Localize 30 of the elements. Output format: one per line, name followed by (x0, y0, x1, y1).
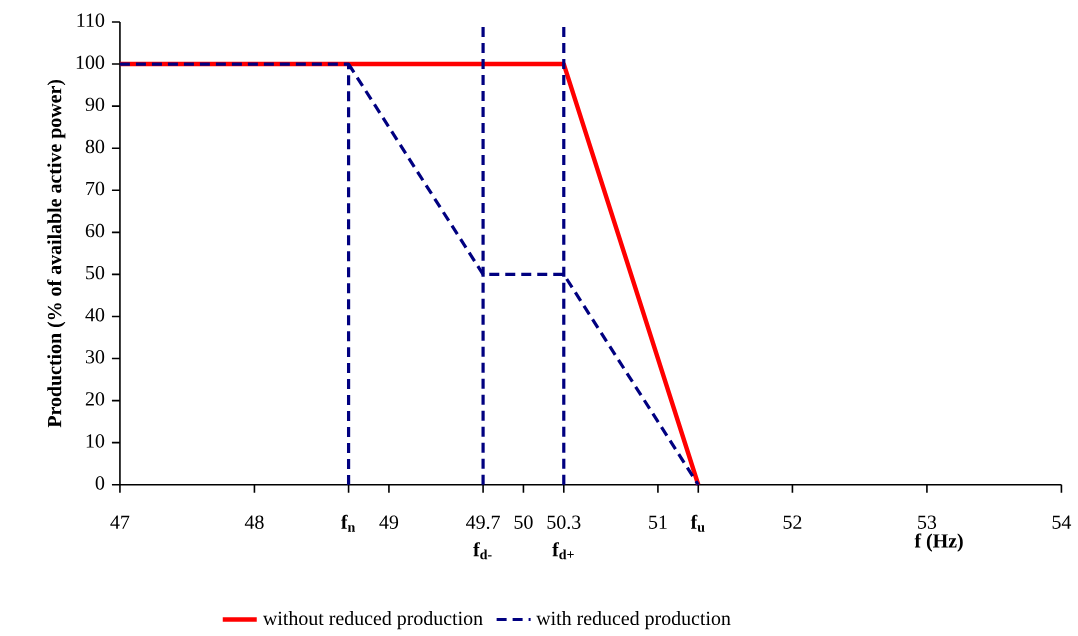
y-tick-label: 100 (76, 55, 105, 70)
y-tick-label: 10 (86, 434, 105, 448)
y-tick-label: 110 (77, 13, 105, 28)
y-tick-label: 0 (95, 476, 105, 490)
y-tick-label: 90 (85, 97, 105, 112)
y-tick-label: 40 (85, 308, 105, 322)
x-axis-title: f (Hz) (914, 533, 963, 552)
x-tick-label: 53 (918, 515, 937, 529)
y-tick-label: 80 (85, 139, 105, 154)
x-tick-label: f$_{u}$ (690, 514, 705, 532)
x-tick-label: 50 (514, 515, 533, 529)
ref-line-label: f$_{d-}$ (473, 542, 492, 560)
y-tick-label: 50 (86, 265, 105, 280)
y-tick-label: 30 (85, 350, 105, 364)
x-tick-label: 50.3 (547, 515, 581, 530)
x-tick-label: 54 (1052, 515, 1072, 529)
legend-label: without reduced production (262, 611, 483, 630)
x-tick-label: 49 (379, 515, 399, 529)
x-tick-label: 49.7 (466, 515, 500, 530)
x-tick-label: f$_{n}$ (341, 514, 356, 532)
y-axis-title: Production (% of available active power) (47, 79, 66, 428)
y-tick-label: 20 (85, 392, 105, 406)
x-tick-label: 51 (649, 515, 667, 529)
x-tick-label: 48 (244, 515, 264, 529)
legend-label: with reduced production (536, 611, 731, 630)
x-tick-label: 47 (110, 515, 130, 529)
ref-line-label: f$_{d+}$ (552, 542, 574, 560)
y-tick-label: 60 (85, 223, 105, 238)
x-tick-label: 52 (783, 515, 802, 529)
y-tick-label: 70 (86, 181, 105, 196)
